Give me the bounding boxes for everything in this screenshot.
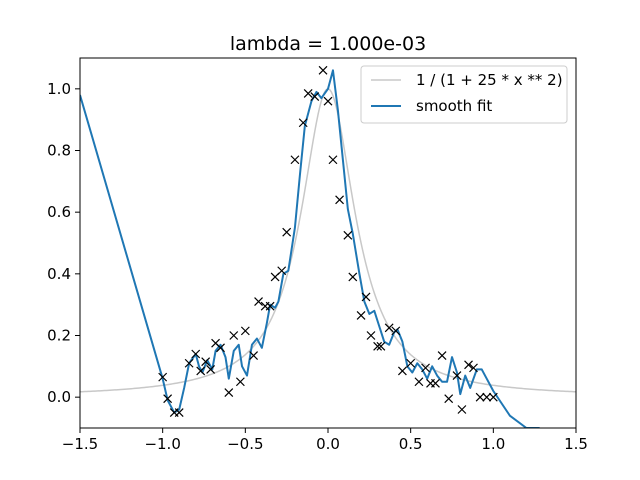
x-tick-label: −1.0 (144, 435, 180, 453)
y-tick-label: 0.2 (47, 327, 71, 345)
data-point-marker (343, 230, 353, 240)
data-point-marker (437, 351, 447, 360)
data-point-marker (282, 227, 292, 237)
x-tick-label: −0.5 (227, 435, 263, 453)
data-point-marker (174, 408, 184, 418)
data-point-marker (184, 358, 194, 368)
data-point-marker (196, 366, 206, 376)
data-point-marker (391, 326, 401, 336)
data-point-marker (488, 392, 498, 402)
data-point-marker (206, 364, 216, 374)
y-tick-label: 0.6 (47, 203, 71, 221)
data-point-marker (482, 392, 492, 402)
data-point-marker (457, 405, 467, 414)
data-point-marker (254, 297, 263, 307)
data-point-marker (452, 371, 462, 381)
data-point-marker (216, 343, 225, 353)
data-point-marker (290, 155, 300, 165)
legend-box (360, 65, 568, 124)
data-point-marker (469, 363, 478, 373)
data-point-marker (229, 331, 239, 340)
data-point-marker (298, 118, 308, 128)
data-point-marker (464, 360, 473, 370)
data-point-marker (421, 363, 430, 373)
data-point-marker (158, 372, 168, 382)
data-point-marker (249, 351, 259, 360)
data-point-marker (356, 311, 366, 320)
data-point-marker (384, 323, 394, 333)
data-point-marker (318, 65, 328, 75)
y-tick-label: 0.0 (47, 388, 71, 406)
data-point-marker (361, 292, 371, 302)
data-point-marker (277, 266, 287, 276)
data-point-marker (348, 272, 358, 282)
data-point-marker (431, 378, 440, 388)
data-point-marker (303, 89, 313, 98)
data-point-marker (163, 394, 173, 404)
data-point-marker (373, 341, 383, 351)
function-curve (80, 88, 576, 393)
x-tick-label: −1.5 (62, 435, 98, 453)
data-point-marker (335, 195, 344, 205)
data-point-marker (376, 341, 386, 351)
data-point-marker (414, 377, 424, 387)
smooth-fit-line (80, 69, 540, 428)
legend-label-function: 1 / (1 + 25 * x ** 2) (416, 71, 563, 89)
data-point-marker (265, 301, 275, 311)
y-tick-label: 0.4 (47, 265, 71, 283)
y-tick-label: 0.8 (47, 142, 71, 160)
data-point-marker (201, 357, 211, 367)
data-point-marker (397, 366, 407, 376)
data-point-marker (444, 394, 454, 404)
legend-label-fit: smooth fit (416, 97, 492, 115)
data-point-marker (328, 155, 338, 165)
y-tick-label: 1.0 (47, 80, 71, 98)
legend: 1 / (1 + 25 * x ** 2) smooth fit (360, 65, 568, 124)
data-point-marker (191, 349, 201, 359)
x-tick-label: 0.0 (316, 435, 340, 453)
x-tick-label: 1.5 (564, 435, 588, 453)
data-point-marker (240, 326, 250, 336)
chart-title: lambda = 1.000e-03 (230, 33, 426, 55)
data-point-marker (224, 388, 234, 397)
x-tick-label: 1.0 (481, 435, 505, 453)
data-point-marker (323, 96, 333, 106)
data-point-marker (310, 92, 320, 101)
data-point-marker (475, 392, 485, 402)
data-point-marker (406, 358, 416, 368)
data-point-marker (366, 331, 376, 340)
data-point-marker (235, 377, 245, 387)
x-tick-label: 0.5 (399, 435, 423, 453)
